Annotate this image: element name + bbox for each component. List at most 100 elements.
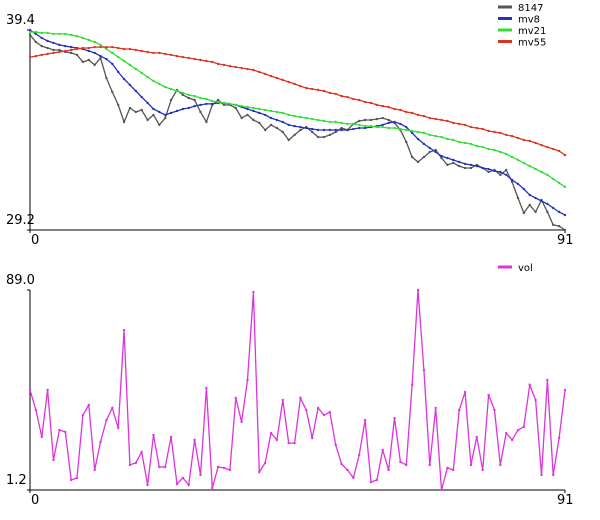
data-point	[469, 463, 473, 467]
data-point	[358, 98, 361, 102]
data-point	[410, 129, 414, 133]
data-point	[293, 124, 296, 128]
data-point	[463, 390, 467, 394]
data-point	[546, 173, 549, 177]
data-point	[416, 130, 420, 134]
data-point	[422, 142, 426, 146]
data-point	[452, 138, 455, 142]
series-line	[30, 31, 566, 188]
data-point	[258, 121, 261, 125]
data-point	[164, 52, 167, 56]
data-point	[128, 106, 132, 110]
data-point	[81, 60, 85, 64]
data-point	[416, 137, 420, 141]
data-point	[340, 128, 343, 132]
data-point	[122, 47, 126, 51]
data-point	[516, 196, 520, 200]
data-point	[187, 96, 190, 100]
data-point	[305, 408, 308, 412]
data-point	[340, 121, 343, 125]
data-point	[457, 122, 461, 126]
data-point	[422, 114, 426, 118]
data-point	[440, 135, 443, 139]
data-point	[146, 101, 149, 105]
data-point	[164, 116, 167, 120]
data-point	[152, 433, 155, 437]
data-point	[216, 465, 220, 469]
data-point	[305, 116, 308, 120]
data-point	[87, 58, 90, 62]
data-point	[275, 76, 279, 80]
data-point	[146, 75, 149, 79]
data-point	[522, 187, 526, 191]
data-point	[40, 31, 43, 35]
data-point	[152, 51, 155, 55]
data-point	[346, 468, 349, 472]
data-point	[99, 54, 102, 58]
data-point	[552, 206, 555, 210]
data-point	[452, 158, 455, 162]
data-point	[263, 113, 267, 117]
data-point	[358, 453, 361, 457]
legend-label: mv55	[518, 38, 546, 49]
data-point	[134, 461, 138, 465]
data-point	[211, 99, 214, 103]
data-point	[463, 166, 467, 170]
data-point	[40, 435, 43, 439]
data-point	[275, 126, 279, 130]
data-point	[534, 398, 537, 402]
data-point	[258, 111, 261, 115]
data-point	[34, 408, 38, 412]
data-point	[187, 106, 190, 110]
data-point	[269, 123, 273, 127]
legend-label: mv21	[518, 26, 546, 37]
data-point	[211, 102, 214, 106]
data-point	[310, 127, 314, 131]
data-point	[240, 66, 243, 70]
data-point	[487, 170, 490, 174]
data-point	[28, 55, 32, 59]
data-point	[428, 116, 431, 120]
data-point	[552, 223, 555, 227]
data-point	[99, 440, 102, 444]
data-point	[111, 90, 114, 94]
data-point	[216, 98, 220, 102]
data-point	[105, 57, 108, 61]
data-point	[52, 41, 55, 45]
data-point	[216, 62, 220, 66]
data-point	[428, 150, 431, 154]
data-point	[81, 46, 85, 50]
data-point	[164, 465, 167, 469]
data-point	[505, 173, 508, 177]
data-point	[293, 133, 296, 137]
data-point	[46, 31, 49, 35]
data-point	[75, 53, 79, 57]
data-point	[128, 463, 132, 467]
data-point	[34, 54, 38, 58]
data-point	[146, 483, 149, 487]
data-point	[269, 431, 273, 435]
data-point	[499, 170, 502, 174]
data-point	[52, 51, 55, 55]
data-point	[310, 130, 314, 134]
data-point	[552, 147, 555, 151]
data-point	[540, 143, 543, 147]
data-point	[228, 102, 232, 106]
data-point	[446, 119, 449, 123]
data-point	[164, 85, 167, 89]
data-point	[287, 441, 290, 445]
x-tick-label: 91	[557, 233, 574, 248]
data-point	[405, 128, 408, 132]
data-point	[481, 166, 484, 170]
data-point	[322, 119, 326, 123]
x-tick-label: 91	[557, 493, 574, 508]
data-point	[328, 120, 332, 124]
data-point	[352, 97, 355, 101]
data-point	[93, 40, 96, 44]
data-point	[246, 67, 249, 71]
data-point	[505, 133, 508, 137]
data-point	[369, 101, 373, 105]
data-point	[399, 108, 402, 112]
data-point	[263, 72, 267, 76]
